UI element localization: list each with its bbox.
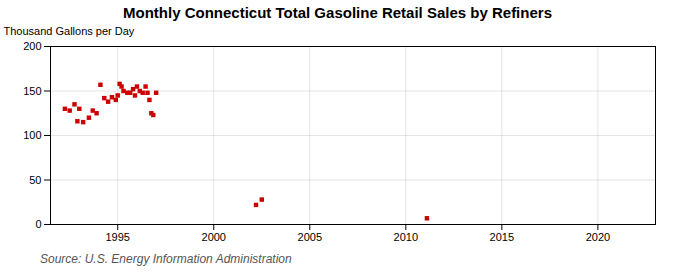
svg-text:Thousand Gallons per Day: Thousand Gallons per Day (4, 25, 135, 37)
svg-text:50: 50 (29, 174, 41, 186)
svg-text:200: 200 (23, 40, 41, 52)
svg-text:1995: 1995 (105, 231, 129, 243)
svg-text:2005: 2005 (298, 231, 322, 243)
svg-text:2000: 2000 (202, 231, 226, 243)
svg-text:0: 0 (35, 218, 41, 230)
svg-text:150: 150 (23, 85, 41, 97)
svg-text:2020: 2020 (586, 231, 610, 243)
svg-text:2015: 2015 (490, 231, 514, 243)
svg-text:2010: 2010 (394, 231, 418, 243)
html-text:Monthly Connecticut Total Gaso: Monthly Connecticut Total Gasoline Retai… (123, 4, 552, 21)
svg-text:100: 100 (23, 129, 41, 141)
html-text:Source: U.S. Energy Informatio: Source: U.S. Energy Information Administ… (40, 252, 292, 266)
